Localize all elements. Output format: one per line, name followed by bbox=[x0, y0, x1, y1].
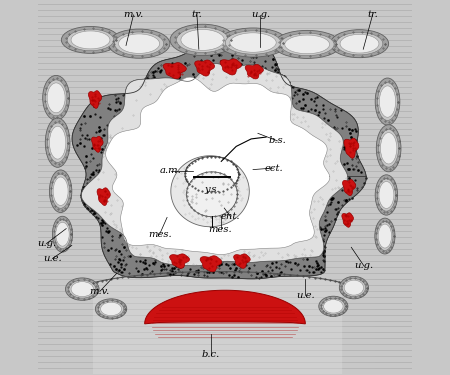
Ellipse shape bbox=[342, 279, 365, 297]
Text: tr.: tr. bbox=[192, 10, 202, 20]
Ellipse shape bbox=[176, 27, 229, 53]
Polygon shape bbox=[342, 213, 353, 227]
Ellipse shape bbox=[95, 299, 127, 319]
Ellipse shape bbox=[340, 34, 379, 53]
Ellipse shape bbox=[48, 123, 68, 162]
Ellipse shape bbox=[285, 35, 329, 54]
Ellipse shape bbox=[336, 33, 383, 55]
Ellipse shape bbox=[53, 177, 68, 206]
Polygon shape bbox=[200, 256, 222, 272]
Ellipse shape bbox=[170, 24, 235, 56]
Ellipse shape bbox=[378, 224, 392, 248]
Ellipse shape bbox=[43, 75, 70, 120]
Ellipse shape bbox=[280, 33, 334, 56]
Ellipse shape bbox=[379, 182, 394, 209]
Polygon shape bbox=[81, 63, 348, 266]
Text: tr.: tr. bbox=[367, 10, 378, 20]
Text: m.v.: m.v. bbox=[123, 10, 144, 20]
Ellipse shape bbox=[52, 174, 70, 208]
Text: u.g.: u.g. bbox=[251, 10, 270, 20]
Ellipse shape bbox=[344, 280, 364, 295]
Text: b.s.: b.s. bbox=[269, 136, 286, 145]
Ellipse shape bbox=[379, 86, 396, 117]
Ellipse shape bbox=[114, 32, 164, 56]
Ellipse shape bbox=[225, 31, 281, 54]
Ellipse shape bbox=[69, 280, 96, 298]
Ellipse shape bbox=[378, 83, 397, 120]
Polygon shape bbox=[163, 63, 186, 79]
Ellipse shape bbox=[67, 29, 114, 51]
Ellipse shape bbox=[45, 118, 70, 167]
Ellipse shape bbox=[52, 216, 72, 252]
Ellipse shape bbox=[71, 282, 94, 297]
Ellipse shape bbox=[330, 30, 389, 58]
Text: u.g.: u.g. bbox=[355, 261, 374, 270]
Ellipse shape bbox=[181, 30, 224, 50]
Ellipse shape bbox=[118, 34, 160, 53]
Polygon shape bbox=[245, 64, 263, 79]
Polygon shape bbox=[97, 188, 110, 206]
Polygon shape bbox=[171, 156, 249, 227]
Ellipse shape bbox=[99, 301, 124, 317]
Polygon shape bbox=[195, 60, 215, 76]
Ellipse shape bbox=[375, 218, 395, 254]
Text: u.e.: u.e. bbox=[296, 291, 315, 300]
Polygon shape bbox=[342, 180, 356, 196]
Ellipse shape bbox=[380, 133, 397, 164]
Ellipse shape bbox=[101, 302, 122, 316]
Polygon shape bbox=[106, 77, 330, 255]
Ellipse shape bbox=[56, 222, 69, 246]
Polygon shape bbox=[234, 254, 250, 268]
Ellipse shape bbox=[379, 129, 399, 167]
Polygon shape bbox=[72, 43, 366, 279]
Text: ent.: ent. bbox=[221, 212, 240, 221]
Polygon shape bbox=[170, 254, 189, 268]
Ellipse shape bbox=[230, 33, 276, 52]
Ellipse shape bbox=[376, 125, 401, 172]
Polygon shape bbox=[220, 59, 242, 75]
Polygon shape bbox=[186, 172, 237, 217]
Polygon shape bbox=[91, 136, 103, 152]
Polygon shape bbox=[89, 91, 102, 108]
Ellipse shape bbox=[377, 222, 393, 251]
Polygon shape bbox=[144, 290, 306, 324]
Ellipse shape bbox=[47, 83, 65, 113]
Ellipse shape bbox=[71, 31, 110, 49]
Text: b.c.: b.c. bbox=[202, 350, 220, 359]
Text: u.e.: u.e. bbox=[43, 254, 62, 263]
Text: ect.: ect. bbox=[264, 164, 283, 172]
Text: mes.: mes. bbox=[148, 230, 171, 239]
Ellipse shape bbox=[218, 28, 288, 57]
Ellipse shape bbox=[375, 175, 398, 215]
Ellipse shape bbox=[375, 78, 400, 125]
Ellipse shape bbox=[322, 298, 345, 314]
Text: m.v.: m.v. bbox=[90, 287, 110, 296]
Ellipse shape bbox=[108, 29, 170, 58]
Text: a.m.: a.m. bbox=[160, 166, 182, 175]
Ellipse shape bbox=[50, 170, 72, 213]
Text: mes.: mes. bbox=[209, 225, 232, 234]
Ellipse shape bbox=[324, 300, 343, 313]
Text: y.s.: y.s. bbox=[204, 185, 220, 194]
Ellipse shape bbox=[54, 220, 71, 249]
Ellipse shape bbox=[45, 80, 67, 116]
Polygon shape bbox=[185, 156, 239, 192]
Ellipse shape bbox=[339, 276, 369, 299]
Ellipse shape bbox=[319, 296, 348, 316]
Ellipse shape bbox=[50, 126, 66, 159]
Text: u.g.: u.g. bbox=[37, 239, 56, 248]
Polygon shape bbox=[344, 138, 359, 158]
Ellipse shape bbox=[65, 278, 99, 300]
Ellipse shape bbox=[274, 30, 341, 58]
Ellipse shape bbox=[61, 27, 120, 53]
Polygon shape bbox=[93, 272, 342, 374]
Ellipse shape bbox=[378, 179, 396, 211]
